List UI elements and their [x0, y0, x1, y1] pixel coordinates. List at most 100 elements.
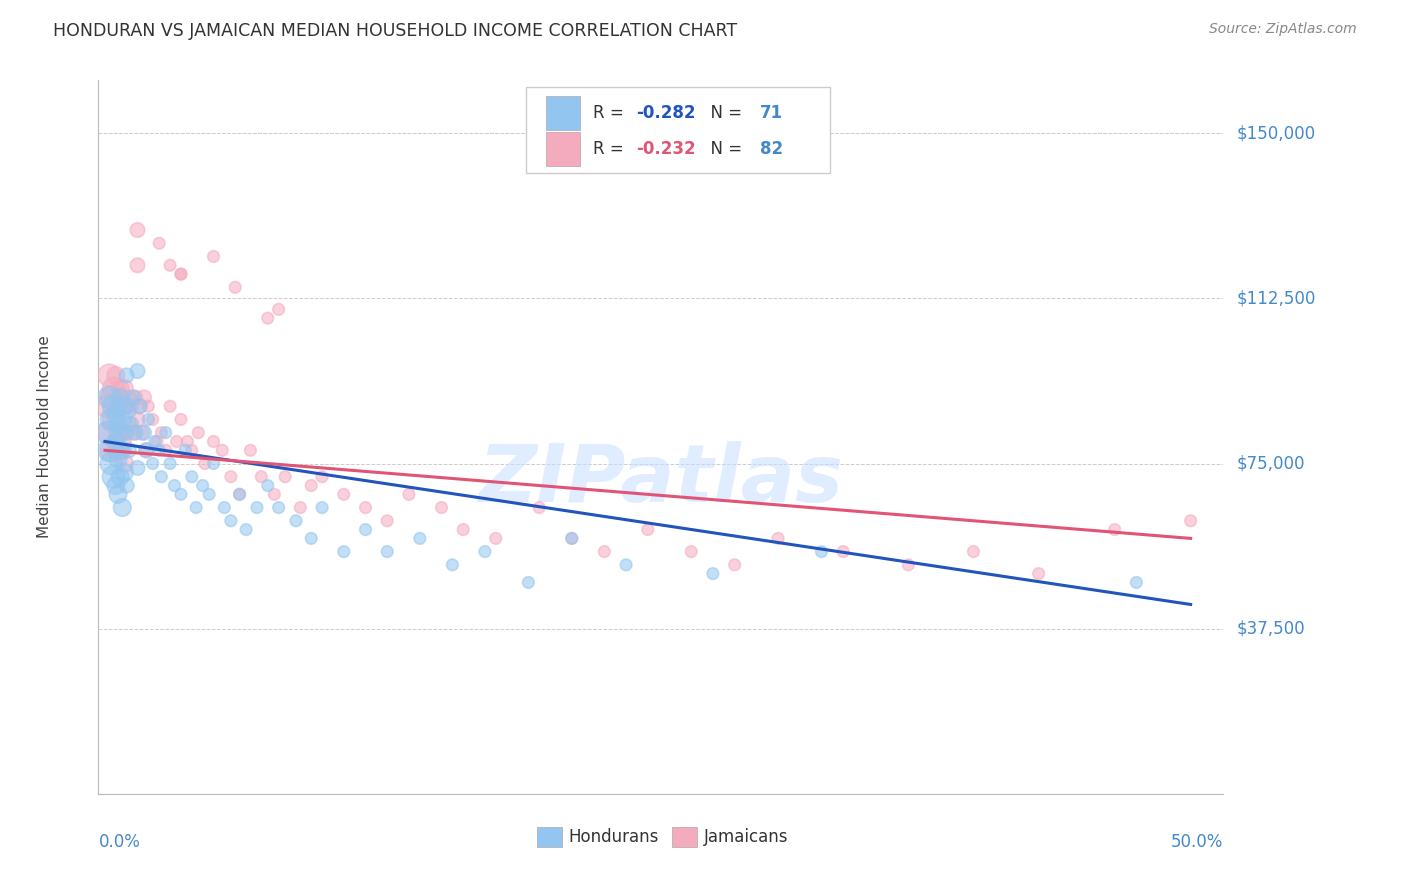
- Point: [1104, 523, 1126, 537]
- Point: [299, 478, 322, 492]
- Point: [107, 452, 129, 467]
- Point: [127, 461, 149, 475]
- Point: [155, 443, 177, 458]
- FancyBboxPatch shape: [546, 96, 579, 130]
- Point: [100, 457, 122, 471]
- Point: [114, 382, 136, 396]
- Point: [214, 500, 236, 515]
- Point: [409, 532, 432, 546]
- Point: [441, 558, 464, 572]
- Point: [274, 469, 297, 483]
- Point: [124, 425, 146, 440]
- Point: [120, 399, 142, 413]
- Point: [174, 443, 197, 458]
- Point: [180, 443, 202, 458]
- FancyBboxPatch shape: [672, 828, 697, 847]
- Point: [107, 487, 129, 501]
- Point: [202, 457, 225, 471]
- Point: [150, 425, 173, 440]
- Point: [103, 412, 125, 426]
- Point: [108, 425, 131, 440]
- Point: [702, 566, 724, 581]
- Point: [104, 478, 127, 492]
- Point: [107, 399, 129, 413]
- Point: [115, 425, 138, 440]
- Point: [198, 487, 221, 501]
- Point: [170, 487, 193, 501]
- Point: [766, 532, 789, 546]
- Point: [135, 443, 157, 458]
- Point: [104, 443, 127, 458]
- Text: 50.0%: 50.0%: [1171, 833, 1223, 851]
- Point: [228, 487, 250, 501]
- Point: [138, 412, 160, 426]
- Point: [115, 478, 138, 492]
- Point: [115, 425, 138, 440]
- Point: [263, 487, 285, 501]
- Point: [430, 500, 453, 515]
- Text: 82: 82: [759, 140, 783, 158]
- Point: [637, 523, 659, 537]
- Point: [108, 443, 131, 458]
- Point: [235, 523, 257, 537]
- Point: [224, 280, 246, 294]
- Point: [111, 434, 134, 449]
- Point: [202, 250, 225, 264]
- Text: $112,500: $112,500: [1237, 289, 1316, 308]
- Point: [246, 500, 269, 515]
- Point: [122, 425, 145, 440]
- Point: [107, 417, 129, 431]
- Point: [299, 532, 322, 546]
- Text: HONDURAN VS JAMAICAN MEDIAN HOUSEHOLD INCOME CORRELATION CHART: HONDURAN VS JAMAICAN MEDIAN HOUSEHOLD IN…: [53, 22, 738, 40]
- Text: -0.282: -0.282: [636, 104, 696, 122]
- Point: [228, 487, 250, 501]
- Point: [111, 443, 134, 458]
- Point: [114, 399, 136, 413]
- Point: [122, 391, 145, 405]
- Point: [104, 434, 127, 449]
- Point: [354, 523, 377, 537]
- Point: [239, 443, 262, 458]
- Text: N =: N =: [700, 104, 748, 122]
- Point: [333, 544, 356, 558]
- Point: [155, 425, 177, 440]
- Point: [142, 412, 165, 426]
- Point: [104, 368, 127, 383]
- Point: [191, 478, 214, 492]
- Point: [724, 558, 747, 572]
- FancyBboxPatch shape: [546, 132, 579, 166]
- Point: [187, 425, 209, 440]
- Text: Jamaicans: Jamaicans: [703, 829, 787, 847]
- Point: [1125, 575, 1147, 590]
- Point: [1028, 566, 1050, 581]
- Point: [290, 500, 312, 515]
- Point: [1180, 514, 1202, 528]
- Point: [333, 487, 356, 501]
- Point: [614, 558, 637, 572]
- Point: [219, 469, 242, 483]
- Point: [98, 391, 121, 405]
- Point: [135, 443, 157, 458]
- Point: [111, 500, 134, 515]
- Point: [285, 514, 308, 528]
- Point: [485, 532, 508, 546]
- Point: [593, 544, 616, 558]
- Point: [98, 425, 121, 440]
- Point: [118, 443, 141, 458]
- Point: [100, 443, 122, 458]
- Point: [267, 302, 290, 317]
- Point: [170, 412, 193, 426]
- Point: [170, 267, 193, 281]
- Text: 71: 71: [759, 104, 783, 122]
- Point: [131, 425, 153, 440]
- Point: [159, 258, 181, 272]
- Text: ZIPatlas: ZIPatlas: [478, 441, 844, 519]
- Point: [897, 558, 920, 572]
- Point: [150, 469, 173, 483]
- Point: [118, 403, 141, 417]
- Point: [143, 434, 166, 449]
- Text: Source: ZipAtlas.com: Source: ZipAtlas.com: [1209, 22, 1357, 37]
- Point: [194, 457, 217, 471]
- Point: [124, 391, 146, 405]
- Point: [108, 382, 131, 396]
